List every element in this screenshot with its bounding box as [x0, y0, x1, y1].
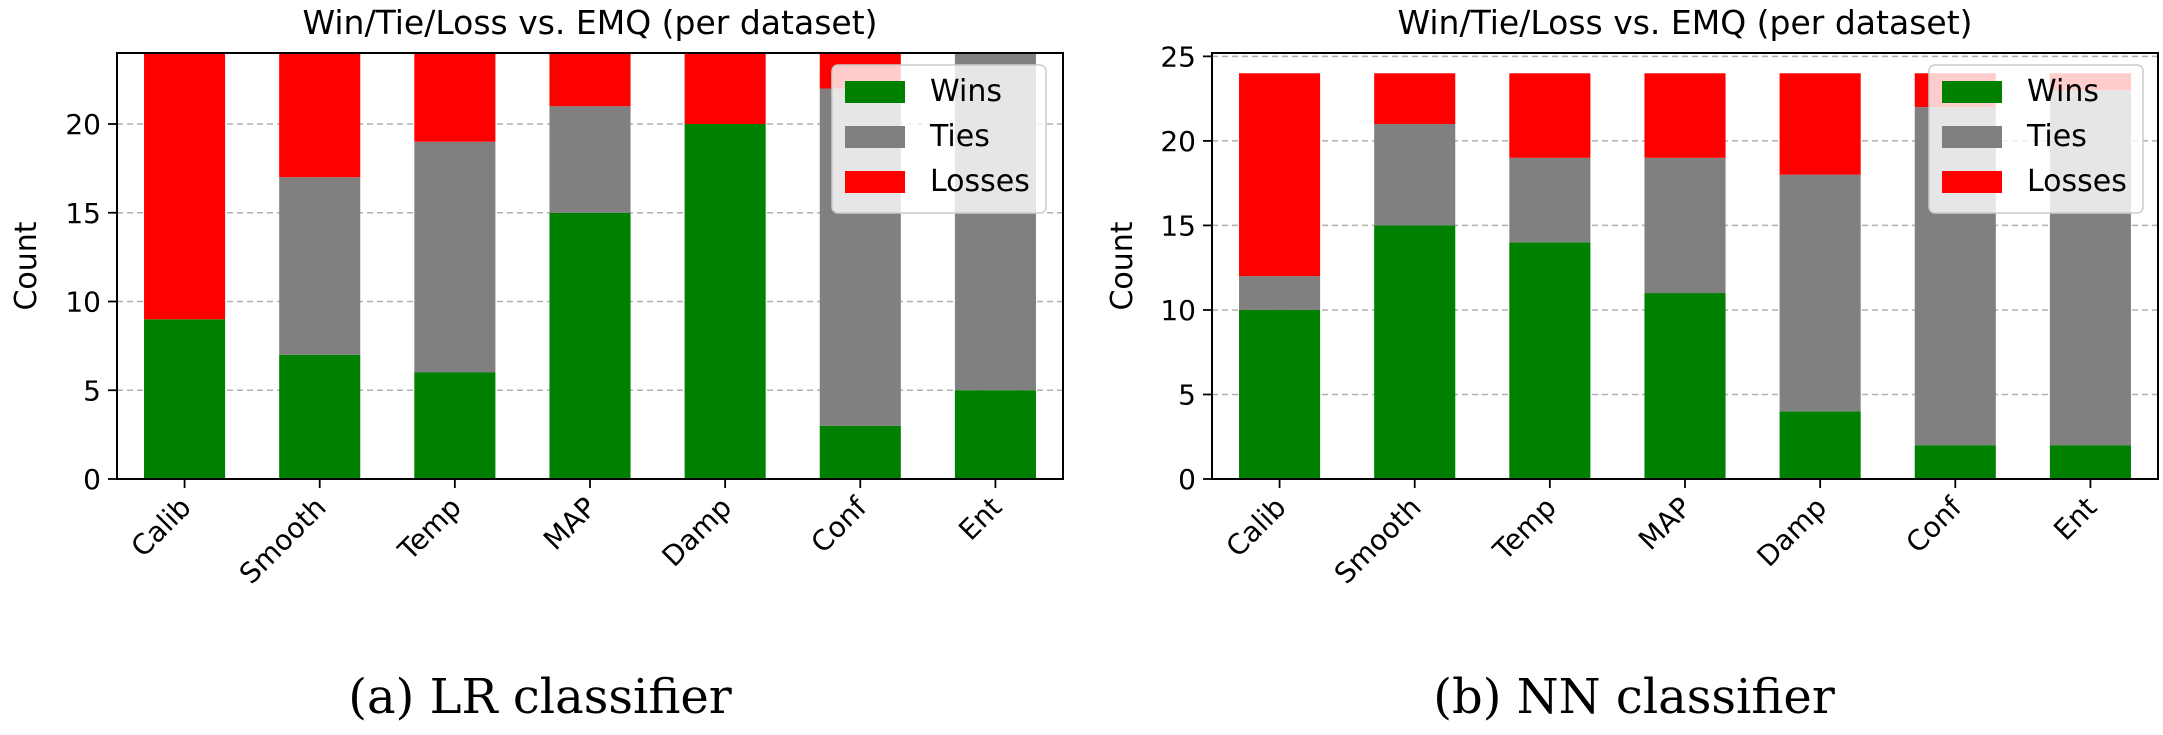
x-tick-label: Calib	[125, 491, 198, 564]
bar-ties-damp	[1779, 174, 1861, 412]
y-tick-label: 20	[1160, 125, 1196, 158]
x-tick-label: Smooth	[1328, 491, 1428, 591]
bar-wins-damp	[684, 124, 766, 479]
bar-ties-temp	[1509, 157, 1591, 243]
figure-caption: (a) LR classifier	[348, 669, 731, 725]
legend-swatch-ties	[1942, 126, 2002, 148]
figure-caption: (b) NN classifier	[1433, 669, 1835, 725]
bar-wins-smooth	[1374, 225, 1456, 479]
bar-wins-conf	[819, 425, 901, 479]
bar-wins-ent	[2049, 445, 2131, 479]
y-axis-label: Count	[1105, 221, 1140, 310]
chart-title: Win/Tie/Loss vs. EMQ (per dataset)	[302, 3, 877, 42]
bar-losses-map	[549, 53, 631, 107]
legend-label-wins: Wins	[930, 74, 1002, 109]
bar-losses-smooth	[279, 53, 361, 178]
legend: Wins Ties Losses	[831, 64, 1047, 214]
legend-label-losses: Losses	[2027, 164, 2127, 199]
chart-title: Win/Tie/Loss vs. EMQ (per dataset)	[1397, 3, 1972, 42]
chart-0: Win/Tie/Loss vs. EMQ (per dataset) Count 0…	[9, 3, 1064, 725]
bar-losses-map	[1644, 73, 1726, 158]
legend-label-wins: Wins	[2027, 74, 2099, 109]
legend-label-losses: Losses	[930, 164, 1030, 199]
bar-ties-temp	[414, 141, 496, 373]
legend-swatch-losses	[845, 171, 905, 193]
bar-wins-temp	[1509, 242, 1591, 479]
bar-wins-map	[549, 212, 631, 479]
legend-swatch-wins	[1942, 81, 2002, 103]
y-tick-label: 5	[83, 374, 101, 407]
x-tick-label: Ent	[952, 491, 1008, 547]
y-tick-label: 5	[1178, 378, 1196, 411]
x-tick-label: Temp	[1486, 491, 1563, 568]
bar-ties-calib	[1239, 276, 1321, 310]
legend: Wins Ties Losses	[1928, 64, 2144, 214]
bar-wins-ent	[954, 390, 1036, 479]
bar-ties-smooth	[1374, 124, 1456, 226]
x-tick-label: Conf	[804, 490, 874, 560]
y-tick-label: 25	[1160, 40, 1196, 73]
bar-ties-map	[549, 106, 631, 213]
x-tick-label: Temp	[391, 491, 468, 568]
x-tick-label: Calib	[1220, 491, 1293, 564]
x-tick-label: MAP	[1632, 491, 1698, 557]
bar-losses-calib	[1239, 73, 1321, 277]
y-tick-label: 20	[65, 108, 101, 141]
bar-losses-smooth	[1374, 73, 1456, 124]
bar-wins-calib	[1239, 309, 1321, 479]
legend-swatch-ties	[845, 126, 905, 148]
y-tick-label: 15	[1160, 209, 1196, 242]
plot-frame	[1211, 52, 2159, 480]
plot-frame	[116, 52, 1064, 480]
x-tick-label: Damp	[1751, 491, 1834, 574]
bar-wins-damp	[1779, 411, 1861, 479]
bar-losses-damp	[684, 53, 766, 124]
bar-losses-temp	[1509, 73, 1591, 158]
legend-label-ties: Ties	[2026, 119, 2087, 154]
bar-ties-map	[1644, 157, 1726, 294]
bar-ties-smooth	[279, 177, 361, 355]
y-axis-label: Count	[9, 221, 44, 310]
legend-swatch-losses	[1942, 171, 2002, 193]
bar-wins-temp	[414, 372, 496, 479]
x-tick-label: Conf	[1899, 490, 1969, 560]
y-tick-label: 0	[83, 463, 101, 496]
x-tick-label: Smooth	[233, 491, 333, 591]
x-tick-label: MAP	[537, 491, 603, 557]
x-tick-label: Ent	[2047, 491, 2103, 547]
x-tick-label: Damp	[656, 491, 739, 574]
y-tick-label: 10	[65, 286, 101, 319]
chart-1: Win/Tie/Loss vs. EMQ (per dataset) Count 0…	[1105, 3, 2159, 725]
y-tick-label: 0	[1178, 463, 1196, 496]
bar-wins-conf	[1914, 445, 1996, 479]
y-tick-label: 15	[65, 197, 101, 230]
bar-losses-damp	[1779, 73, 1861, 175]
y-tick-label: 10	[1160, 294, 1196, 327]
bar-losses-temp	[414, 53, 496, 142]
bar-wins-map	[1644, 293, 1726, 479]
legend-swatch-wins	[845, 81, 905, 103]
legend-label-ties: Ties	[929, 119, 990, 154]
bar-wins-smooth	[279, 354, 361, 479]
bar-wins-calib	[144, 319, 226, 479]
bar-losses-calib	[144, 53, 226, 320]
